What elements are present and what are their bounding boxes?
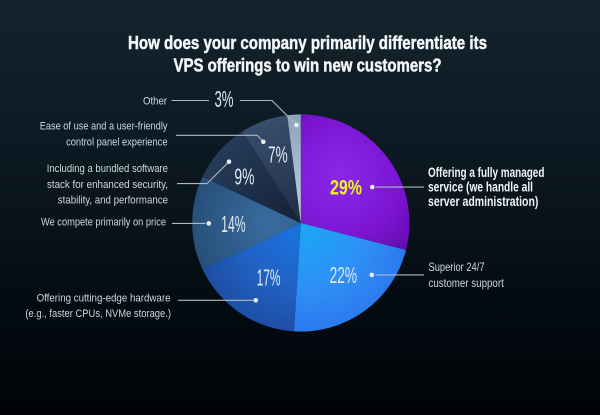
svg-text:stability, and performance: stability, and performance — [58, 194, 168, 206]
svg-text:control panel experience: control panel experience — [66, 136, 167, 148]
svg-text:17%: 17% — [257, 265, 281, 291]
svg-text:Offering a fully managed: Offering a fully managed — [428, 164, 544, 180]
svg-text:Other: Other — [143, 96, 167, 108]
svg-text:How does your company primaril: How does your company primarily differen… — [128, 33, 487, 53]
svg-text:3%: 3% — [215, 86, 234, 112]
svg-text:Offering cutting-edge hardware: Offering cutting-edge hardware — [37, 293, 171, 305]
svg-text:29%: 29% — [330, 177, 362, 200]
svg-text:customer support: customer support — [429, 276, 505, 290]
svg-text:(e.g., faster CPUs, NVMe stora: (e.g., faster CPUs, NVMe storage.) — [25, 308, 171, 320]
svg-text:7%: 7% — [268, 142, 288, 168]
svg-text:We compete primarily on price: We compete primarily on price — [41, 217, 166, 229]
svg-text:Including a bundled software: Including a bundled software — [47, 163, 168, 175]
svg-text:Superior 24/7: Superior 24/7 — [429, 260, 485, 274]
svg-text:Ease of use and a user-friendl: Ease of use and a user-friendly — [40, 121, 168, 133]
svg-text:server administration): server administration) — [428, 193, 538, 209]
svg-text:22%: 22% — [330, 262, 358, 288]
svg-text:service (we handle all: service (we handle all — [428, 179, 533, 195]
svg-text:stack for enhanced security,: stack for enhanced security, — [47, 179, 168, 191]
svg-text:14%: 14% — [221, 211, 246, 237]
svg-text:VPS offerings to win new custo: VPS offerings to win new customers? — [174, 56, 442, 76]
svg-text:9%: 9% — [234, 164, 254, 190]
